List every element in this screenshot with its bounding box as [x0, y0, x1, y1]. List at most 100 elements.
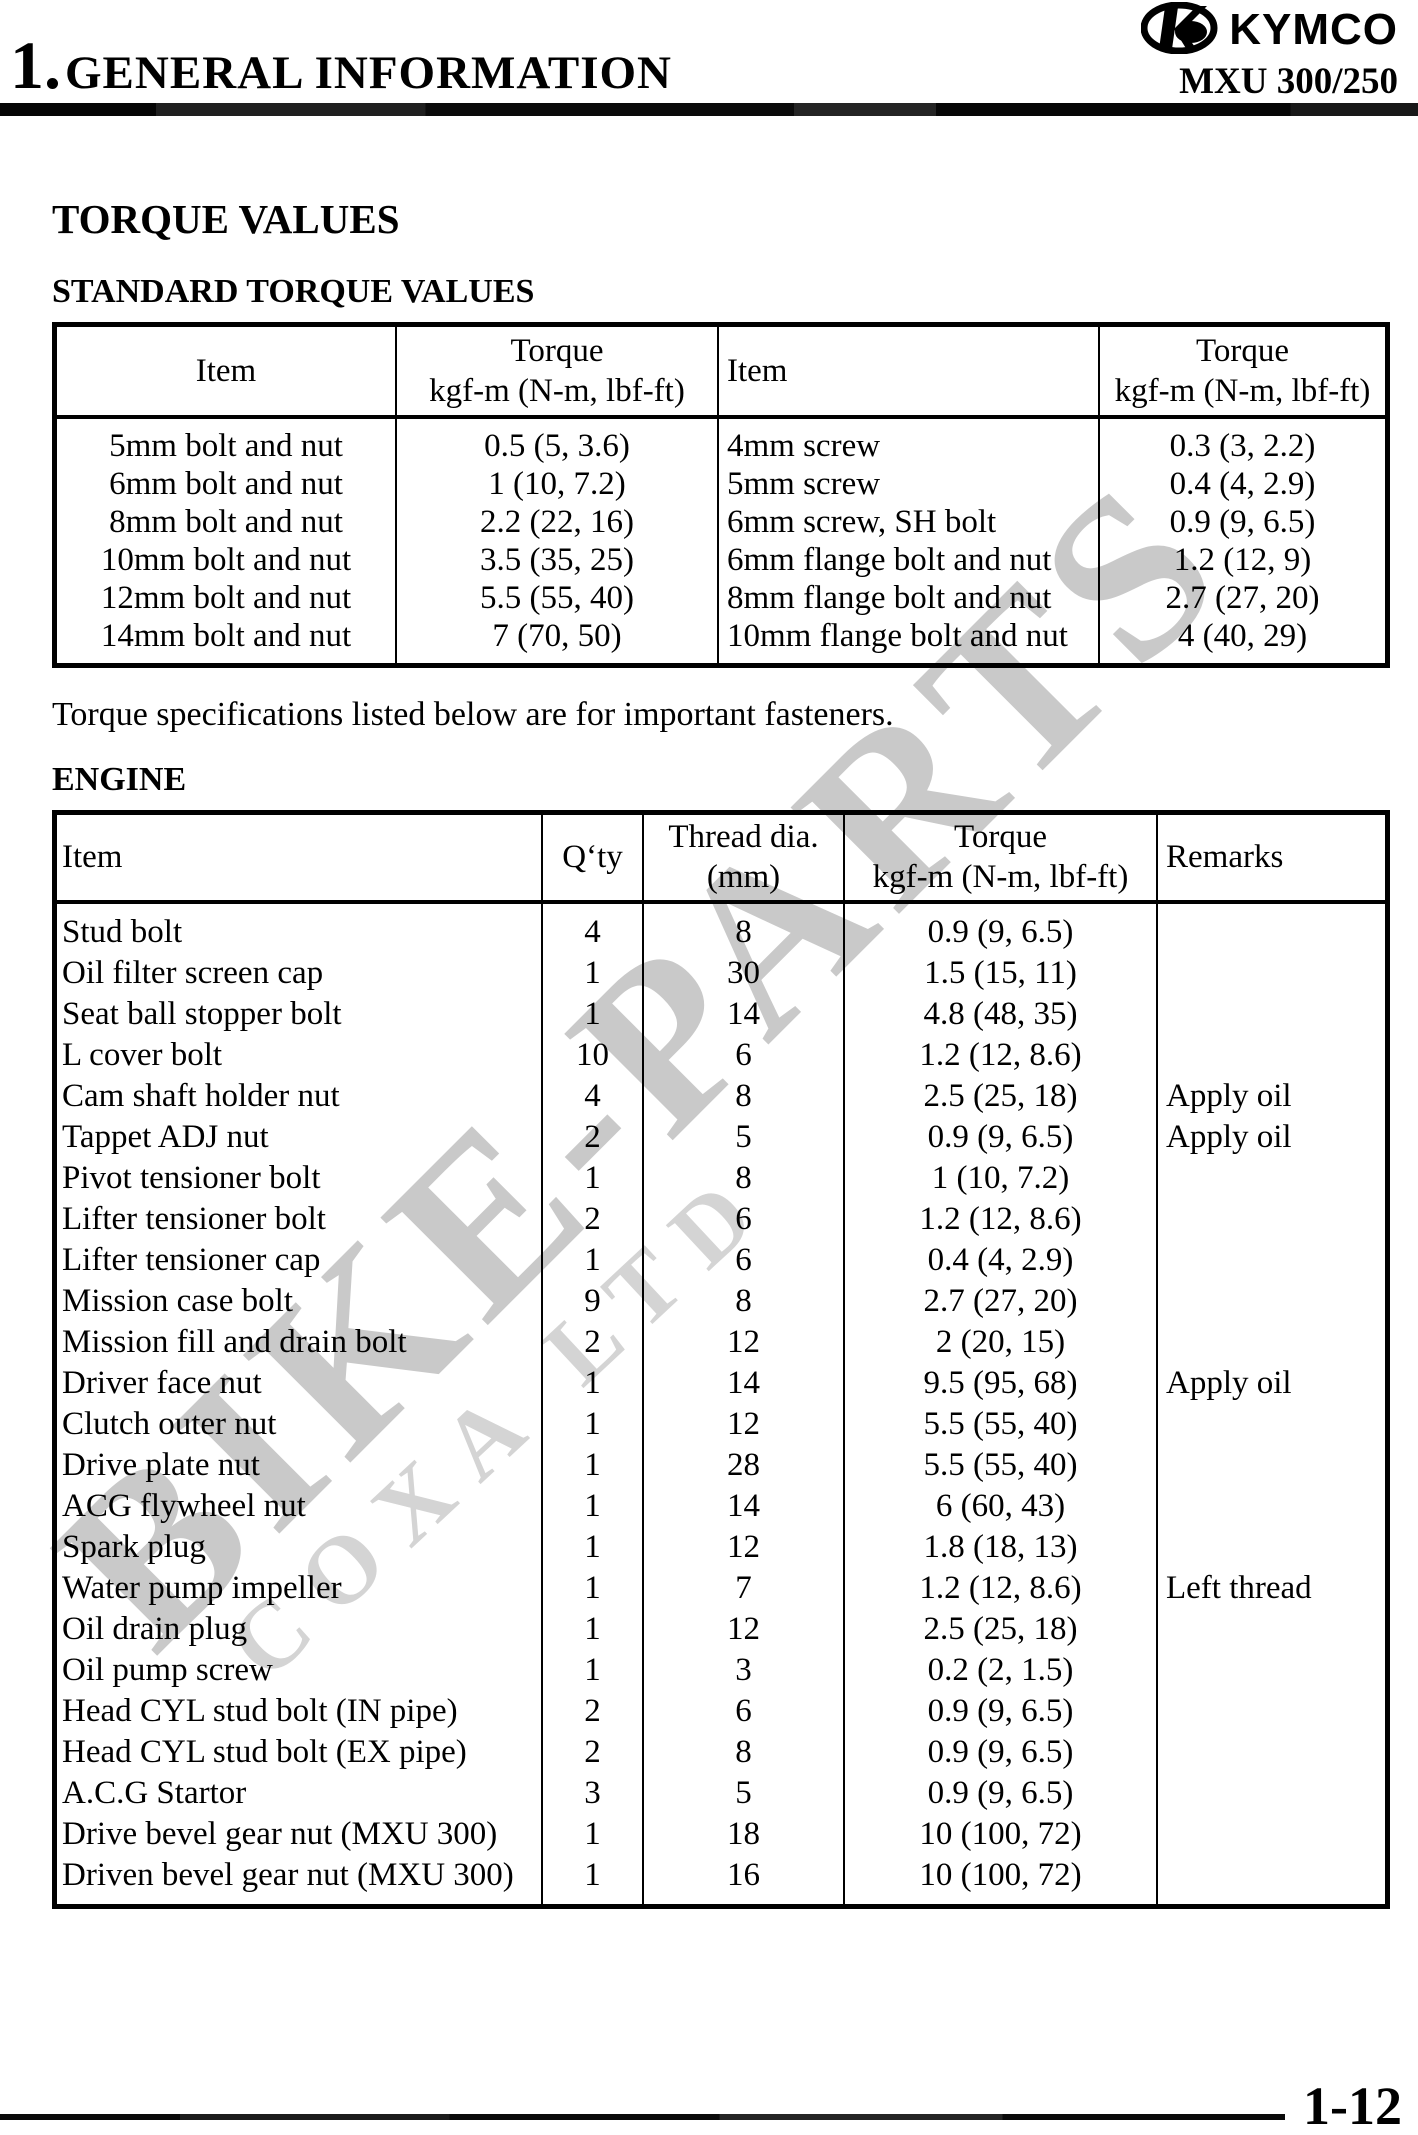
- table-column-cell: 0.9 (9, 6.5) 1.5 (15, 11) 4.8 (48, 35) 1.2 …: [843, 901, 1158, 1908]
- table-value: [1166, 1773, 1384, 1814]
- table-value: 0.9 (9, 6.5): [927, 914, 1074, 950]
- table-value: 1.2 (12, 9): [1173, 541, 1312, 578]
- table-column-cell: Apply oil Apply oil Apply oil Left thread: [1156, 901, 1389, 1908]
- standard-torque-table: Item Torque kgf-m (N-m, lbf-ft) Item Torque k…: [52, 322, 1390, 668]
- table-value: [1166, 1486, 1384, 1527]
- table-column-cell: 0.3 (3, 2.2) 0.4 (4, 2.9) 0.9 (9, 6.5) 1.2 …: [1098, 415, 1389, 666]
- table-value: [1166, 1240, 1384, 1281]
- table-value: Stud bolt: [62, 914, 183, 950]
- brand-name: KYMCO: [1229, 5, 1398, 54]
- table-value: 1: [584, 1529, 601, 1565]
- table-value: 14mm bolt and nut: [100, 617, 352, 654]
- table-value: 5mm bolt and nut: [109, 427, 343, 464]
- table-value: 2.2 (22, 16): [480, 503, 634, 540]
- table-value: Lifter tensioner cap: [62, 1242, 321, 1278]
- table-value: Driver face nut: [62, 1365, 262, 1401]
- table-value: 10 (100, 72): [919, 1816, 1082, 1852]
- table-value: Apply oil: [1166, 1078, 1292, 1114]
- table-value: Drive bevel gear nut (MXU 300): [62, 1816, 498, 1852]
- table-value: 6: [735, 1201, 752, 1237]
- table-value: [1166, 1650, 1384, 1691]
- table-column-cell: 8 30 14 6 8 5 8 6 6 8 12 14 12 28 14 12 7 12 3 6 8 5 18 16: [642, 901, 845, 1908]
- table-value: 2.7 (27, 20): [923, 1283, 1078, 1319]
- table-value: 0.3 (3, 2.2): [1169, 427, 1316, 464]
- table-value: 6mm screw, SH bolt: [727, 503, 997, 540]
- table-value: [1166, 1281, 1384, 1322]
- table-value: Head CYL stud bolt (IN pipe): [62, 1693, 458, 1729]
- table-value: 10mm flange bolt and nut: [727, 617, 1068, 654]
- table-value: Driven bevel gear nut (MXU 300): [62, 1857, 514, 1893]
- table-value: 1 (10, 7.2): [931, 1160, 1070, 1196]
- table-value: 1.5 (15, 11): [924, 955, 1077, 991]
- table-column-cell: 5mm bolt and nut 6mm bolt and nut 8mm bolt…: [53, 415, 397, 666]
- table-value: 4 (40, 29): [1177, 617, 1308, 654]
- table-value: 2: [584, 1119, 601, 1155]
- column-header: Item: [53, 323, 397, 419]
- table-value: 5mm screw: [727, 465, 881, 502]
- table-value: 0.9 (9, 6.5): [927, 1119, 1074, 1155]
- table-value: Apply oil: [1166, 1365, 1292, 1401]
- table-value: 9: [584, 1283, 601, 1319]
- table-value: 6: [735, 1037, 752, 1073]
- table-value: [1166, 1445, 1384, 1486]
- standard-table-body-row: 5mm bolt and nut 6mm bolt and nut 8mm bolt…: [53, 415, 1389, 666]
- table-value: Clutch outer nut: [62, 1406, 277, 1442]
- table-value: Cam shaft holder nut: [62, 1078, 340, 1114]
- page-title: TORQUE VALUES: [52, 196, 400, 242]
- table-value: Oil pump screw: [62, 1652, 273, 1688]
- chapter-number: 1.: [10, 27, 61, 103]
- table-value: [1166, 1158, 1384, 1199]
- table-value: 2: [584, 1734, 601, 1770]
- table-value: 1: [584, 1488, 601, 1524]
- table-value: 2.5 (25, 18): [923, 1078, 1078, 1114]
- table-value: Head CYL stud bolt (EX pipe): [62, 1734, 467, 1770]
- table-value: 1: [584, 1406, 601, 1442]
- column-header: Torque kgf-m (N-m, lbf-ft): [1098, 323, 1389, 419]
- column-header: Thread dia. (mm): [642, 811, 845, 904]
- table-value: 12: [727, 1406, 760, 1442]
- table-value: [1166, 1732, 1384, 1773]
- table-value: 30: [727, 955, 760, 991]
- table-value: 0.4 (4, 2.9): [927, 1242, 1074, 1278]
- table-value: 1 (10, 7.2): [488, 465, 626, 502]
- table-value: 2: [584, 1693, 601, 1729]
- table-value: 8: [735, 1734, 752, 1770]
- table-value: 6mm bolt and nut: [109, 465, 343, 502]
- table-value: 3.5 (35, 25): [480, 541, 634, 578]
- table-value: [1166, 1322, 1384, 1363]
- column-header: Remarks: [1156, 811, 1389, 904]
- table-value: 1: [584, 1365, 601, 1401]
- chapter-title: 1. GENERAL INFORMATION: [10, 31, 672, 99]
- table-value: 1: [584, 1447, 601, 1483]
- table-value: 12mm bolt and nut: [100, 579, 352, 616]
- table-value: [1166, 994, 1384, 1035]
- torque-note: Torque specifications listed below are f…: [52, 695, 894, 733]
- engine-torque-table: Item Q‘ty Thread dia. (mm) Torque kgf-m (N-m,…: [52, 809, 1390, 1909]
- table-value: 3: [584, 1775, 601, 1811]
- table-value: 8: [735, 1160, 752, 1196]
- table-value: 28: [727, 1447, 760, 1483]
- table-value: 5.5 (55, 40): [923, 1406, 1078, 1442]
- footer-rule: [0, 2114, 1285, 2120]
- table-value: [1166, 1527, 1384, 1568]
- table-value: 4: [584, 1078, 601, 1114]
- table-value: 1.2 (12, 8.6): [919, 1037, 1082, 1073]
- table-value: 0.2 (2, 1.5): [927, 1652, 1074, 1688]
- table-value: 6 (60, 43): [935, 1488, 1066, 1524]
- table-value: 4.8 (48, 35): [923, 996, 1078, 1032]
- table-value: 1: [584, 1611, 601, 1647]
- table-value: 8: [735, 1078, 752, 1114]
- table-value: 1.8 (18, 13): [923, 1529, 1078, 1565]
- table-value: 1: [584, 1652, 601, 1688]
- table-value: 18: [727, 1816, 760, 1852]
- table-value: Mission fill and drain bolt: [62, 1324, 407, 1360]
- table-value: [1166, 1404, 1384, 1445]
- table-value: 6: [735, 1693, 752, 1729]
- table-column-cell: 4mm screw 5mm screw 6mm screw, SH bolt 6mm …: [717, 415, 1100, 666]
- table-value: 12: [727, 1611, 760, 1647]
- table-value: ACG flywheel nut: [62, 1488, 306, 1524]
- table-value: 2.5 (25, 18): [923, 1611, 1078, 1647]
- table-value: 2 (20, 15): [935, 1324, 1066, 1360]
- table-value: 1: [584, 996, 601, 1032]
